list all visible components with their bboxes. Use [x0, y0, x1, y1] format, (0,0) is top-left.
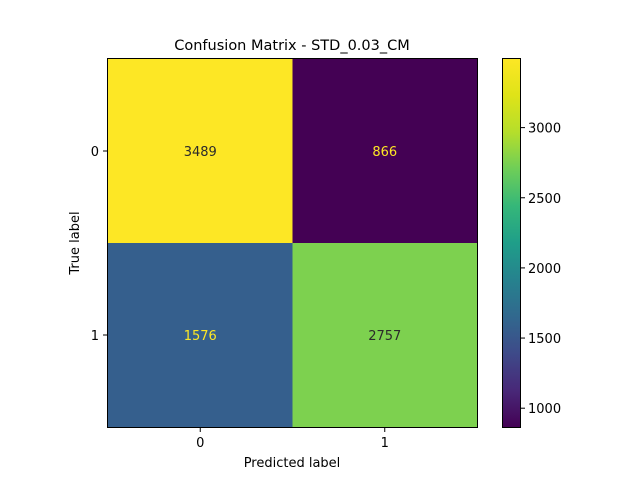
- colorbar-tick-label: 3000: [528, 122, 561, 137]
- colorbar-ticks: 1000 1500 2000 2500 3000: [521, 122, 561, 417]
- colorbar-tick-label: 1500: [528, 332, 561, 347]
- y-axis-label: True label: [68, 211, 83, 275]
- colorbar: [502, 58, 521, 428]
- y-tick-label: 1: [91, 329, 99, 344]
- heatmap-cell-labels: 3489 866 1576 2757: [184, 145, 402, 344]
- heatmap-frame: [107, 58, 478, 428]
- y-axis-ticks: 01: [91, 145, 108, 344]
- heatmap-cells: [108, 59, 478, 428]
- x-tick-label: 1: [381, 436, 389, 451]
- colorbar-tick-label: 2000: [528, 262, 561, 277]
- cell-value-label: 3489: [184, 145, 217, 160]
- cell-value-label: 2757: [368, 329, 401, 344]
- heatmap-cell: [292, 59, 478, 244]
- colorbar-tick-label: 2500: [528, 192, 561, 207]
- chart-title: Confusion Matrix - STD_0.03_CM: [174, 38, 409, 54]
- colorbar-tick-label: 1000: [528, 402, 561, 417]
- heatmap-cell: [108, 243, 293, 428]
- y-tick-label: 0: [91, 145, 99, 160]
- cell-value-label: 1576: [184, 329, 217, 344]
- cell-value-label: 866: [372, 145, 397, 160]
- heatmap-cell: [292, 243, 478, 428]
- x-axis-label: Predicted label: [244, 456, 341, 471]
- x-tick-label: 0: [196, 436, 204, 451]
- heatmap-cell: [108, 59, 293, 244]
